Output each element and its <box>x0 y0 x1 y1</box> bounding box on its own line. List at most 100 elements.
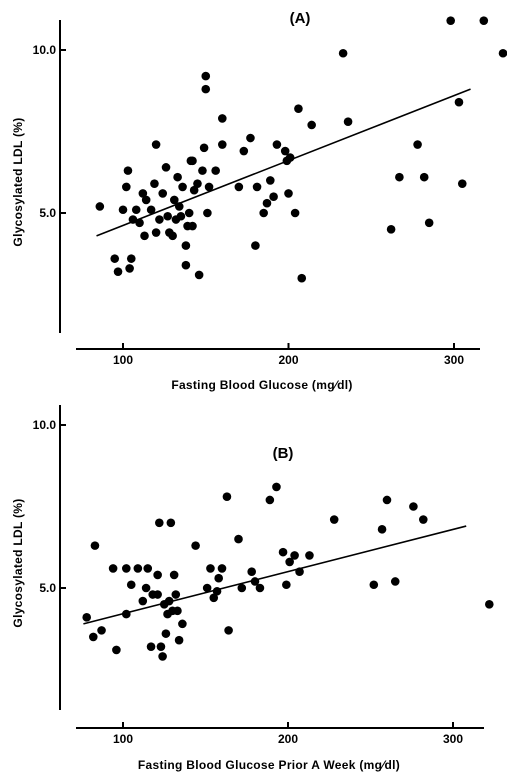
panel-b-data-point <box>224 626 233 635</box>
panel-a-data-point <box>251 241 260 250</box>
panel-b-data-point <box>171 590 181 599</box>
panel-a-data-point <box>151 228 161 237</box>
panel-a-data-point <box>203 208 212 218</box>
panel-a-title: (A) <box>290 10 311 27</box>
panel-a-data-point <box>181 241 191 250</box>
panel-a-x-axis-label: Fasting Blood Glucose (mg⁄dl) <box>171 378 352 392</box>
panel-a-data-point <box>294 104 303 113</box>
panel-b-data-point <box>90 541 100 550</box>
panel-a-data-point <box>199 143 209 153</box>
panel-b-data-point <box>138 596 148 606</box>
panel-b-data-point <box>247 567 256 576</box>
panel-b-data-point <box>282 580 291 590</box>
panel-a-data-point <box>290 208 300 218</box>
panel-a-data-point <box>218 140 227 149</box>
panel-a-data-point <box>280 146 290 156</box>
panel-b-y-tick-label: 10.0 <box>33 418 57 432</box>
panel-a-data-point <box>201 71 211 81</box>
panel-a-data-point <box>126 254 136 263</box>
panel-b-data-point <box>133 564 143 573</box>
panel-a-data-point <box>189 185 199 195</box>
panel-a-data-point <box>181 260 191 270</box>
panel-a-data-point <box>151 140 161 149</box>
panel-b-data-point <box>265 495 275 505</box>
panel-a-data-point <box>338 48 348 58</box>
panel-b-data-point <box>97 626 106 635</box>
panel-a-data-point <box>198 166 207 175</box>
panel-a-data-point <box>125 264 134 273</box>
panel-a-data-point <box>201 84 211 94</box>
panel-a-data-point <box>446 16 455 25</box>
panel-a-data-point <box>262 198 272 208</box>
panel-a-data-point <box>307 120 316 130</box>
panel-a-data-point <box>135 218 144 228</box>
panel-b-data-point <box>155 518 164 528</box>
panel-a-data-point <box>457 179 467 188</box>
panel-b-data-point <box>158 652 167 661</box>
panel-a-data-point <box>163 211 172 221</box>
panel-a-data-point <box>498 48 507 58</box>
panel-a-data-point <box>150 179 159 188</box>
panel-b-title: (B) <box>273 445 294 462</box>
panel-b-data-point <box>89 632 98 642</box>
panel-a-data-point <box>265 176 275 185</box>
panel-b-data-point <box>285 557 294 567</box>
panel-a-data-point <box>140 231 149 241</box>
panel-a-data-point <box>479 16 489 25</box>
panel-b-data-point <box>112 645 121 655</box>
panel-a-y-tick-label: 5.0 <box>39 206 56 220</box>
panel-a-data-point <box>131 205 141 215</box>
panel-a-y-tick-label: 10.0 <box>33 43 57 57</box>
panel-a-data-point <box>259 208 268 218</box>
panel-b-data-point <box>161 629 171 638</box>
panel-a-data-point <box>246 133 255 143</box>
panel-b-data-point <box>290 551 299 560</box>
panel-a-data-point <box>285 153 295 162</box>
panel-b-data-point <box>214 573 223 583</box>
panel-a-data-point <box>211 166 220 175</box>
panel-b-regression-line <box>83 525 467 625</box>
panel-a-data-point <box>419 172 429 182</box>
panel-a-x-tick-label: 300 <box>444 353 464 367</box>
panel-a-data-point <box>413 140 422 149</box>
panel-b-data-point <box>377 525 387 534</box>
panel-a-data-point <box>176 211 186 221</box>
panel-b-data-point <box>485 600 494 609</box>
panel-a-data-point <box>454 97 464 107</box>
panel-a-data-point <box>168 231 177 241</box>
panel-a-data-point <box>178 182 187 192</box>
panel-b-x-axis-label: Fasting Blood Glucose Prior A Week (mg⁄d… <box>138 758 400 772</box>
panel-a-data-point <box>188 221 197 231</box>
panel-b-data-point <box>217 564 227 573</box>
panel-b-data-point <box>209 593 219 603</box>
panel-b-data-point <box>234 534 243 544</box>
panel-b-x-tick-label: 200 <box>278 732 298 746</box>
panel-a-data-point <box>297 273 307 283</box>
panel-b-y-axis-label: Glycosylated LDL (%) <box>11 498 25 627</box>
panel-a-data-point <box>113 267 123 276</box>
panel-a-x-tick-label: 200 <box>278 353 298 367</box>
panel-b-data-point <box>173 606 182 616</box>
panel-a-y-axis-label: Glycosylated LDL (%) <box>11 117 25 246</box>
panel-b-data-point <box>237 583 247 593</box>
panel-b-y-tick-label: 5.0 <box>39 581 56 595</box>
panel-a-data-point <box>173 172 182 182</box>
panel-b-data-point <box>126 580 136 590</box>
panel-b-data-point <box>329 515 339 524</box>
panel-b-data-point <box>255 583 265 593</box>
panel-b-data-point <box>146 642 156 651</box>
panel-a-data-point <box>118 205 128 215</box>
panel-b-data-point <box>206 564 215 573</box>
panel-a: (A) Glycosylated LDL (%) Fasting Blood G… <box>11 10 507 392</box>
panel-b-data-point <box>141 583 151 593</box>
panel-a-data-point <box>122 182 131 192</box>
panel-b-data-point <box>390 577 400 586</box>
panel-b-data-point <box>156 642 166 651</box>
panel-b-data-point <box>178 619 187 629</box>
panel-a-data-point <box>138 189 148 198</box>
panel-a-data-point <box>128 215 138 224</box>
panel-b-data-point <box>202 583 212 593</box>
panel-a-data-point <box>194 270 204 280</box>
panel-b-data-point <box>409 502 418 511</box>
